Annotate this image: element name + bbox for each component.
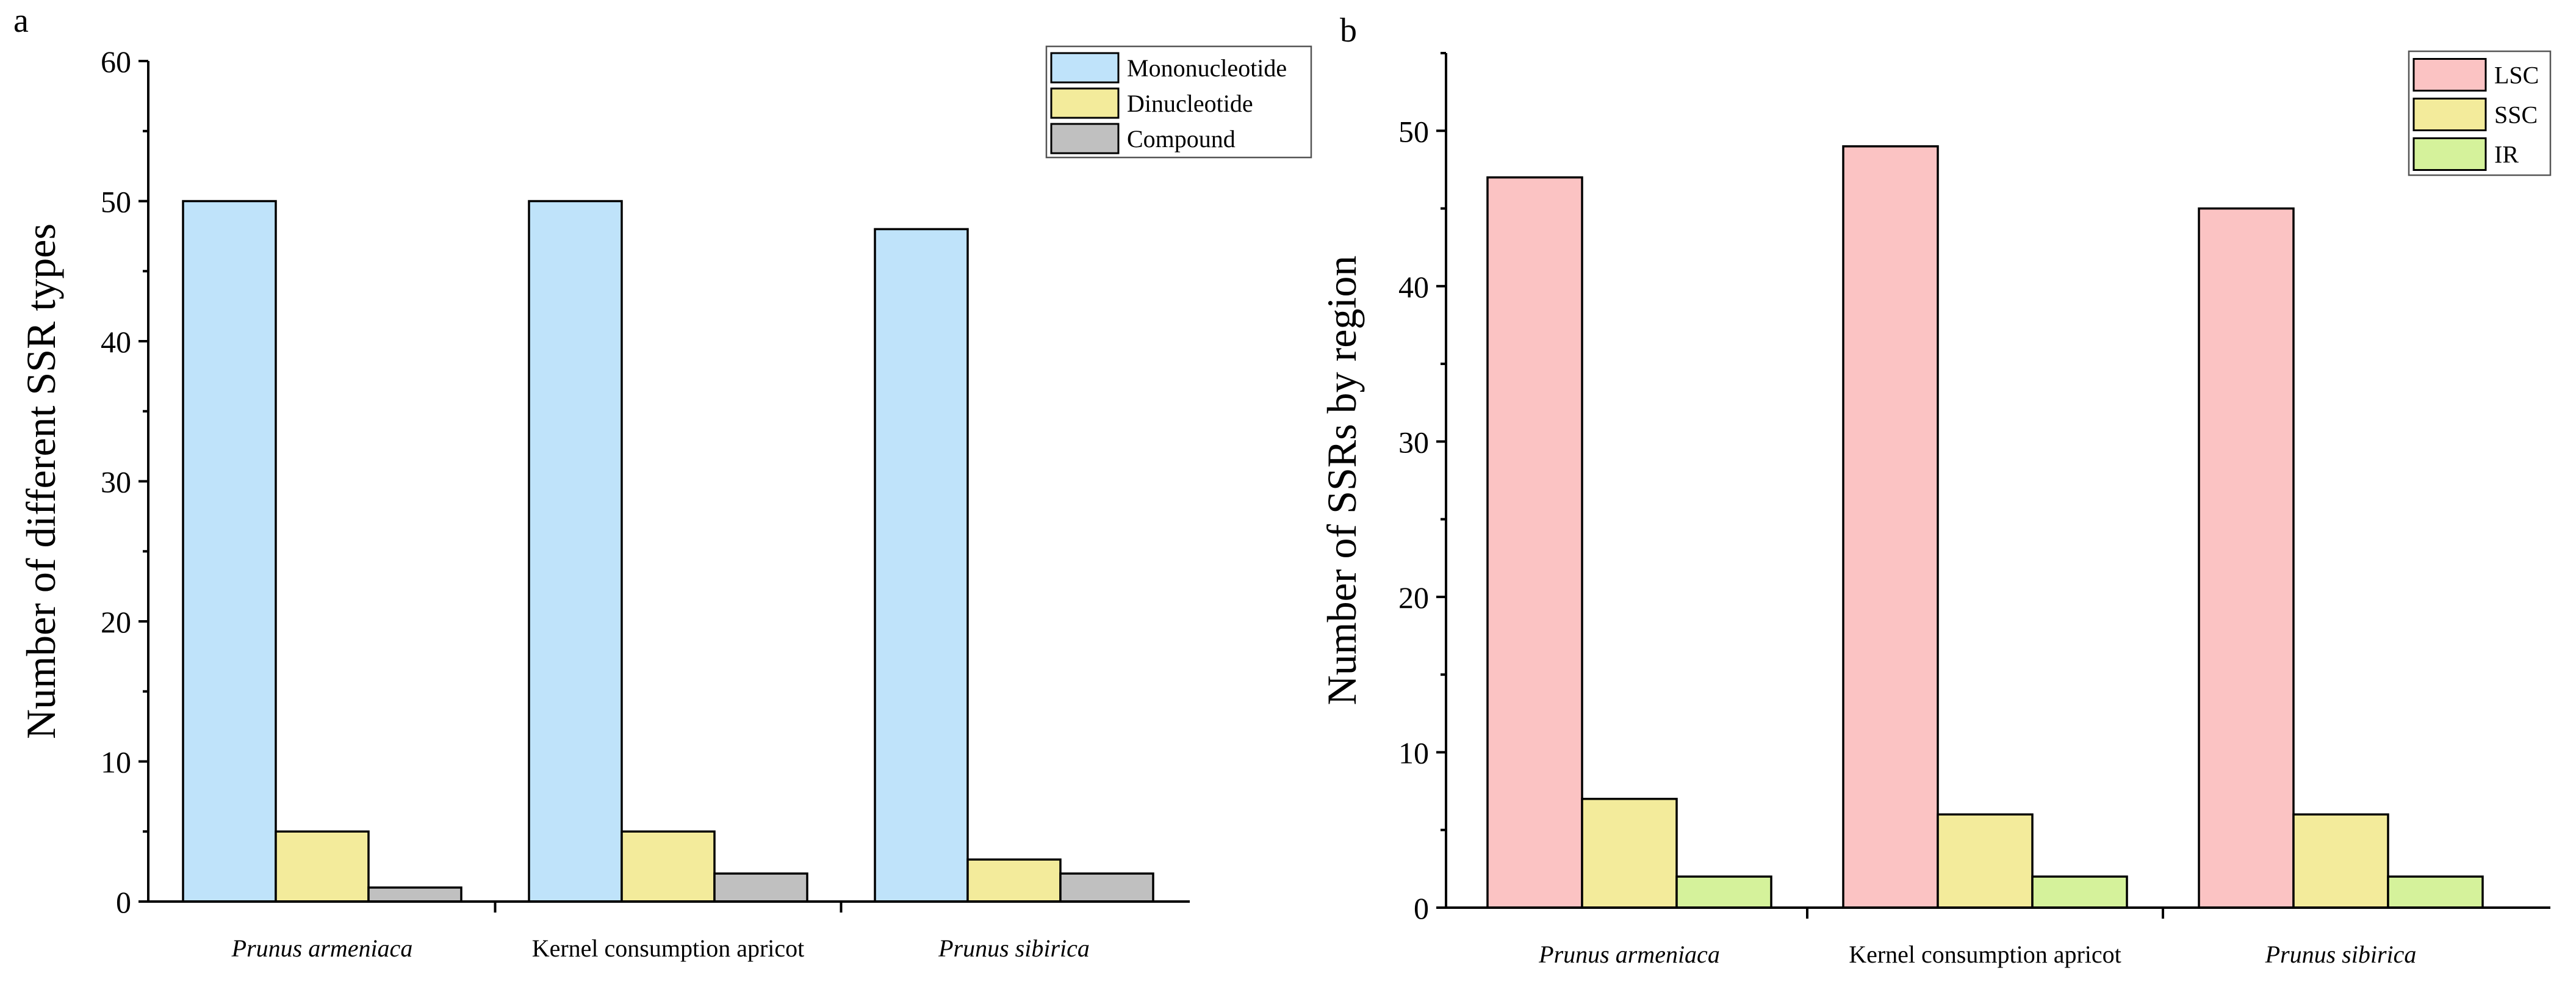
panel-b-legend-label-ssc: SSC <box>2494 101 2538 129</box>
panel-a-x-tick-label-prunus-sibirica: Prunus sibirica <box>938 935 1090 962</box>
panel-a-bar-mononucleotide-kernel-consumption-apricot <box>528 200 623 903</box>
panel-b-y-axis-label: Number of SSRs by region <box>1319 256 1365 706</box>
panel-a-y-tick-label: 50 <box>101 185 131 219</box>
panel-a-x-tick-label-kernel-consumption-apricot: Kernel consumption apricot <box>532 935 805 962</box>
panel-b-bar-ir-prunus-sibirica <box>2387 875 2484 909</box>
panel-a-y-tick-label: 40 <box>101 325 131 359</box>
panel-a-bar-compound-prunus-armeniaca <box>367 886 462 903</box>
panel-a-legend-label-dinucleotide: Dinucleotide <box>1127 90 1253 117</box>
panel-b-y-tick-label: 10 <box>1398 736 1429 770</box>
panel-b-bar-lsc-prunus-sibirica <box>2198 207 2295 909</box>
panel-a-legend-swatch-dinucleotide <box>1050 87 1120 119</box>
panel-b-bar-ssc-kernel-consumption-apricot <box>1937 813 2034 909</box>
panel-a-y-tick-label: 60 <box>101 45 131 79</box>
panel-a-legend-label-compound: Compound <box>1127 125 1236 153</box>
panel-b-bar-lsc-kernel-consumption-apricot <box>1842 145 1939 909</box>
panel-a-bar-dinucleotide-kernel-consumption-apricot <box>621 830 716 903</box>
panel-b-y-tick-label: 20 <box>1398 580 1429 615</box>
panel-b-y-tick-label: 50 <box>1398 114 1429 148</box>
panel-b-bar-ir-prunus-armeniaca <box>1675 875 1772 909</box>
panel-b-y-tick-label: 30 <box>1398 425 1429 459</box>
panel-b-x-tick-label-prunus-armeniaca: Prunus armeniaca <box>1538 941 1720 968</box>
panel-b-chart: b 0 10 20 30 40 50 Prunus armeniaca Kernel consu… <box>1319 12 2552 968</box>
panel-b-x-tick-label-prunus-sibirica: Prunus sibirica <box>2265 941 2417 968</box>
panel-a-bar-mononucleotide-prunus-sibirica <box>874 228 969 903</box>
panel-b-x-tick-label-kernel-consumption-apricot: Kernel consumption apricot <box>1849 941 2121 968</box>
panel-a-bar-dinucleotide-prunus-armeniaca <box>275 830 370 903</box>
panel-a-y-tick-label: 30 <box>101 465 131 499</box>
panel-a-legend-swatch-mononucleotide <box>1050 52 1120 84</box>
panel-a-y-tick-label: 0 <box>116 885 131 919</box>
panel-a-x-tick-label-prunus-armeniaca: Prunus armeniaca <box>231 935 413 962</box>
panel-b-legend-swatch-ir <box>2412 137 2487 171</box>
panel-b-label: b <box>1340 12 1357 49</box>
panel-a-bar-dinucleotide-prunus-sibirica <box>966 858 1062 903</box>
panel-a-y-tick-label: 10 <box>101 745 131 779</box>
panel-a-y-axis-label: Number of different SSR types <box>18 223 64 739</box>
panel-b-bar-lsc-prunus-armeniaca <box>1486 176 1583 909</box>
panel-a-bar-compound-kernel-consumption-apricot <box>713 872 808 903</box>
panel-b-legend-label-ir: IR <box>2494 141 2519 168</box>
panel-a-legend-swatch-compound <box>1050 123 1120 154</box>
panel-b-bar-ssc-prunus-armeniaca <box>1581 798 1678 909</box>
panel-b-legend-label-lsc: LSC <box>2494 62 2539 89</box>
panel-b-legend: LSC SSC IR <box>2408 50 2552 176</box>
panel-a-chart: a 0 10 20 30 40 50 60 Prunus armeniaca Kernel con… <box>13 2 1312 962</box>
panel-a-y-tick-label: 20 <box>101 605 131 639</box>
panel-b-legend-swatch-ssc <box>2412 98 2487 131</box>
panel-b-legend-swatch-lsc <box>2412 58 2487 92</box>
panel-a-bar-compound-prunus-sibirica <box>1059 872 1154 903</box>
panel-b-y-tick-label: 40 <box>1398 270 1429 304</box>
panel-a-legend-label-mononucleotide: Mononucleotide <box>1127 54 1287 82</box>
panel-b-bar-ir-kernel-consumption-apricot <box>2031 875 2128 909</box>
panel-b-bar-ssc-prunus-sibirica <box>2292 813 2389 909</box>
panel-b-y-tick-label: 0 <box>1414 891 1429 925</box>
panel-a-bar-mononucleotide-prunus-armeniaca <box>182 200 277 903</box>
panel-a-legend: Mononucleotide Dinucleotide Compound <box>1045 45 1312 159</box>
panel-a-label: a <box>13 2 29 40</box>
